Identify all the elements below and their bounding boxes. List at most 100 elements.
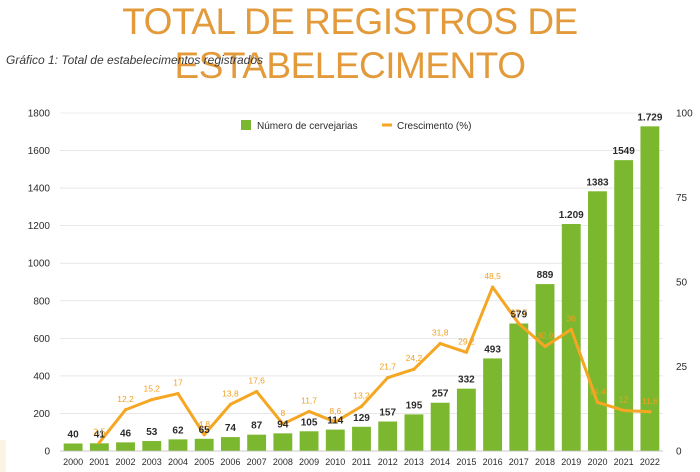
axes: 0 200 400 600 800 1000 1200 1400 1600 1800 0 25 50 75…: [28, 109, 693, 468]
line-point: [359, 404, 364, 408]
legend: Número de cervejarias Crescimento (%): [241, 120, 471, 132]
bar-value-label: 1.209: [559, 210, 584, 221]
x-tick-label: 2012: [378, 457, 398, 467]
x-tick-label: 2017: [509, 457, 529, 467]
bar-value-label: 41: [94, 429, 106, 440]
x-tick-label: 2016: [483, 457, 503, 467]
bar: [483, 358, 503, 451]
bar: [588, 191, 607, 451]
bar-value-label: 889: [537, 270, 554, 281]
line-value-label: 13,2: [353, 390, 370, 400]
bar-value-label: 1549: [613, 146, 636, 157]
x-tick-label: 2004: [168, 457, 188, 467]
x-tick-label: 2003: [142, 457, 162, 467]
bar: [247, 434, 267, 451]
bar-value-label: 46: [120, 428, 132, 439]
bar-value-label: 1.729: [637, 112, 662, 123]
line-value-label: 36: [567, 313, 577, 323]
line-point: [517, 321, 521, 326]
line-value-label: 8,6: [329, 406, 341, 416]
bar-value-label: 87: [251, 421, 263, 432]
line-point: [202, 433, 206, 437]
bar-value-label: 129: [353, 413, 370, 424]
y-right-tick-label: 100: [676, 109, 693, 120]
legend-label-line: Crescimento (%): [397, 121, 471, 132]
bar-value-label: 195: [406, 400, 423, 411]
line-point: [569, 327, 573, 331]
x-tick-label: 2006: [220, 457, 240, 467]
x-tick-label: 2007: [247, 457, 267, 467]
x-tick-label: 2010: [325, 457, 345, 467]
bar: [352, 426, 371, 451]
bar: [194, 438, 214, 451]
y-left-tick-label: 200: [33, 409, 50, 420]
line-value-label: 2,5: [93, 427, 105, 437]
y-left-tick-label: 0: [44, 447, 50, 458]
line-series: [97, 285, 652, 445]
x-tick-label: 2005: [194, 457, 214, 467]
line-point: [412, 367, 416, 371]
line-point: [176, 391, 180, 396]
bar: [142, 441, 162, 451]
x-tick-label: 2022: [640, 457, 660, 467]
line-value-label: 17: [173, 378, 183, 388]
x-tick-label: 2015: [456, 457, 476, 467]
bar-value-label: 332: [458, 375, 475, 386]
line-point: [648, 410, 652, 414]
line-point: [464, 350, 468, 354]
line-value-label: 48,5: [484, 271, 501, 281]
bar-value-label: 257: [432, 389, 449, 400]
y-left-tick-label: 1800: [28, 109, 51, 120]
bar: [168, 439, 188, 451]
bar-value-label: 114: [327, 416, 344, 427]
line-value-label: 31,8: [432, 328, 449, 338]
line-point: [543, 344, 547, 349]
line-value-label: 11,6: [642, 396, 658, 406]
y-right-tick-label: 50: [676, 278, 688, 289]
line-point: [255, 389, 259, 394]
x-tick-label: 2019: [561, 457, 581, 467]
bar: [89, 443, 109, 451]
corner-decoration: [0, 440, 6, 472]
line-point: [307, 409, 311, 414]
y-right-tick-label: 75: [676, 193, 688, 204]
x-tick-label: 2021: [614, 457, 634, 467]
bar: [430, 402, 450, 451]
growth-line: [97, 285, 652, 445]
y-left-tick-label: 1200: [28, 221, 51, 232]
line-value-label: 12,2: [117, 394, 134, 404]
bar-value-label: 157: [379, 408, 396, 419]
line-value-label: 15,2: [143, 384, 160, 394]
line-point: [333, 420, 337, 424]
y-right-tick-label: 0: [676, 447, 682, 458]
line-point: [490, 285, 495, 289]
line-point: [123, 408, 128, 412]
line-value-label: 17,6: [248, 376, 265, 386]
x-tick-label: 2000: [63, 457, 83, 467]
x-tick-label: 2002: [116, 457, 136, 467]
bar: [220, 437, 240, 451]
line-value-label: 14,4: [589, 386, 606, 396]
line-point: [150, 398, 154, 402]
line-value-label: 24,2: [406, 353, 423, 363]
bar: [561, 223, 581, 451]
bar: [116, 442, 135, 451]
y-left-tick-label: 400: [33, 371, 50, 382]
chart-subtitle: Gráfico 1: Total de estabelecimentos reg…: [6, 53, 264, 67]
bar: [299, 431, 319, 451]
bar: [404, 414, 424, 451]
bar-value-label: 493: [484, 344, 501, 355]
line-point: [438, 341, 442, 346]
y-left-tick-label: 1000: [28, 259, 51, 270]
bar: [614, 160, 634, 452]
bar-value-label: 40: [68, 429, 80, 440]
line-point: [595, 400, 600, 404]
line-value-label: 12: [619, 394, 629, 404]
bar: [325, 429, 345, 451]
y-left-tick-label: 800: [33, 296, 50, 307]
bar-series: [63, 126, 660, 452]
x-tick-label: 2011: [352, 457, 371, 467]
line-point: [386, 376, 390, 380]
y-left-tick-label: 1600: [28, 146, 51, 157]
